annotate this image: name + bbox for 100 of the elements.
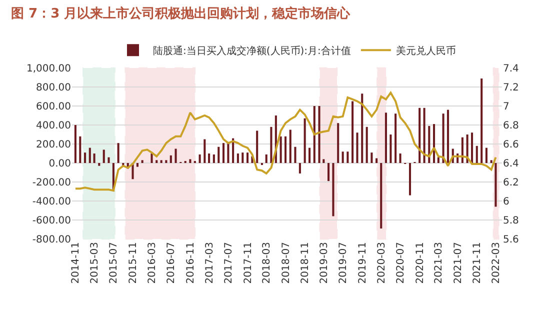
bar: [84, 152, 86, 163]
x-tick-label: 2017-07: [223, 242, 234, 284]
bar: [308, 148, 311, 163]
bar: [328, 163, 330, 182]
x-tick-label: 2019-11: [357, 242, 368, 284]
bar: [208, 154, 210, 163]
bar: [79, 136, 82, 163]
bar: [352, 101, 354, 163]
bar: [160, 160, 162, 163]
bar: [198, 154, 201, 163]
bar: [102, 150, 105, 163]
y-tick-label: -200.00: [32, 178, 71, 188]
bar: [117, 143, 120, 163]
bar: [485, 148, 488, 163]
bar: [322, 159, 325, 163]
bar: [246, 152, 249, 163]
y-tick-label: -600.00: [32, 216, 71, 226]
y-tick-label: 0.00: [48, 158, 71, 170]
bar: [399, 154, 402, 163]
x-tick-label: 2019-03: [318, 242, 330, 284]
x-tick-label: 2018-11: [300, 242, 312, 284]
x-tick-label: 2018-03: [262, 242, 273, 284]
bar: [423, 108, 426, 163]
bar: [265, 154, 268, 163]
bar: [270, 126, 272, 163]
bar: [461, 137, 464, 163]
bar: [318, 106, 320, 163]
bar: [141, 160, 144, 163]
x-tick-label: 2021-03: [434, 242, 445, 284]
bar: [337, 123, 340, 163]
bar: [189, 159, 192, 163]
bar: [490, 160, 492, 163]
bar: [494, 163, 497, 207]
bar: [74, 125, 76, 163]
x-tick-label: 2022-03: [490, 242, 502, 284]
x-tick-label: 2015-03: [90, 242, 101, 284]
bar: [88, 148, 91, 163]
bar: [332, 163, 334, 216]
bar: [476, 146, 478, 163]
bar: [284, 136, 287, 163]
bar: [394, 114, 397, 163]
legend-label: 陆股通:当日买入成交净额(人民币):月:合计值: [153, 44, 351, 57]
y2-tick-label: 6.8: [503, 120, 519, 132]
bar: [280, 136, 282, 163]
bar: [408, 163, 412, 196]
bar: [442, 114, 444, 163]
x-tick-label: 2020-07: [396, 242, 407, 284]
bar: [428, 126, 430, 163]
bar: [294, 146, 296, 163]
y2-tick-label: 7: [503, 102, 510, 112]
bar: [165, 160, 168, 163]
y-tick-label: 800.00: [36, 82, 71, 94]
y2-tick-label: 7.4: [503, 64, 519, 74]
x-tick-label: 2018-07: [280, 242, 292, 284]
bar: [218, 146, 220, 163]
bar: [418, 108, 421, 163]
bar: [298, 163, 301, 174]
bar: [366, 126, 368, 163]
bar: [136, 163, 138, 167]
bar: [446, 110, 450, 163]
bar: [480, 78, 483, 163]
y-tick-label: 400.00: [36, 120, 71, 132]
bar: [108, 157, 110, 163]
bar: [150, 154, 153, 163]
y2-tick-label: 6.4: [503, 158, 519, 170]
bar: [380, 163, 382, 229]
bar: [256, 130, 258, 163]
bar: [346, 152, 349, 163]
x-tick-label: 2016-11: [185, 242, 196, 284]
y-tick-label: 600.00: [36, 102, 71, 112]
y-tick-label: 1,000.00: [26, 64, 71, 74]
x-tick-label: 2020-11: [414, 242, 426, 284]
y2-tick-label: 7.2: [503, 82, 519, 94]
bar: [98, 163, 100, 166]
bar: [212, 154, 215, 163]
y2-tick-label: 6.6: [503, 140, 519, 150]
bar: [342, 152, 344, 163]
x-tick-label: 2016-07: [166, 242, 178, 284]
bar: [156, 160, 158, 163]
bar: [370, 152, 373, 163]
legend-label: 美元兑人民币: [396, 44, 456, 57]
bar: [174, 148, 177, 163]
bar: [313, 106, 316, 163]
line-series: [74, 92, 497, 192]
bar: [204, 139, 206, 163]
x-tick-label: 2021-11: [472, 242, 484, 284]
chart-title: 图 7：3 月以来上市公司积极抛出回购计划，稳定市场信心: [11, 5, 352, 22]
x-tick-label: 2021-07: [452, 242, 464, 284]
bar: [289, 130, 292, 163]
bar: [236, 154, 239, 163]
y-tick-label: -400.00: [32, 196, 71, 208]
bar: [227, 143, 230, 163]
bar: [93, 154, 96, 163]
bar: [390, 134, 392, 163]
y2-tick-label: 5.6: [503, 234, 519, 246]
bar: [170, 155, 172, 163]
y2-tick-label: 6: [503, 196, 510, 208]
x-tick-label: 2017-03: [204, 242, 216, 284]
x-tick-label: 2020-03: [376, 242, 388, 284]
bar: [356, 132, 358, 163]
